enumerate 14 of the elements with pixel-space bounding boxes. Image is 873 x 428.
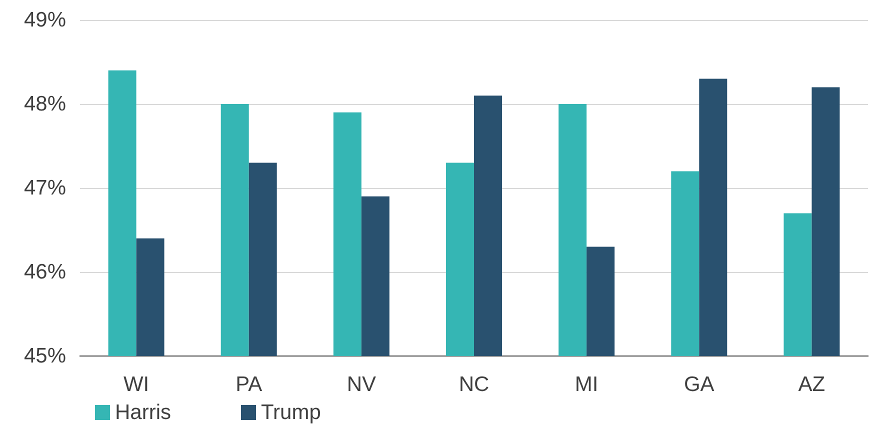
x-tick-label: NV <box>346 373 376 396</box>
y-tick-label: 48% <box>24 92 66 116</box>
legend-label: Trump <box>260 401 321 424</box>
x-tick-label: NC <box>458 373 490 396</box>
x-tick-label: MI <box>574 373 598 396</box>
legend-label: Harris <box>115 401 171 424</box>
y-tick-label: 45% <box>24 344 66 368</box>
x-tick-label: AZ <box>798 373 826 396</box>
y-tick-label: 46% <box>24 260 66 284</box>
x-tick-label: WI <box>123 373 150 396</box>
x-tick-label: GA <box>684 373 714 396</box>
y-tick-label: 47% <box>24 176 66 200</box>
y-tick-label: 49% <box>24 8 66 32</box>
x-tick-label: PA <box>236 373 262 396</box>
